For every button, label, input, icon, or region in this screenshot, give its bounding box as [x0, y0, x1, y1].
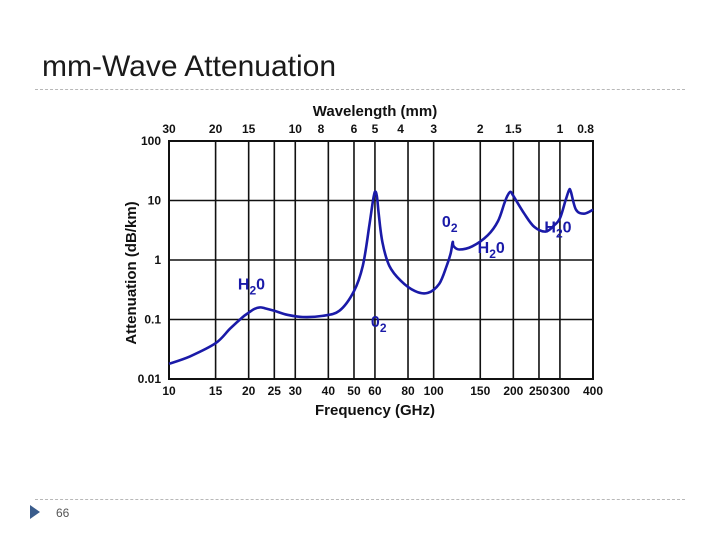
x-tick-label: 20	[242, 384, 256, 398]
x-axis-label: Frequency (GHz)	[315, 402, 435, 419]
grid-lines	[168, 140, 594, 380]
x-tick-label: 200	[503, 384, 523, 398]
y-axis-label: Attenuation (dB/km)	[123, 201, 140, 344]
top-tick-label: 5	[372, 122, 379, 136]
x-tick-label: 30	[289, 384, 303, 398]
top-tick-label: 1.5	[505, 122, 522, 136]
top-tick-label: 8	[318, 122, 325, 136]
annotations: H20 02 02 H20 H20	[238, 214, 572, 335]
bottom-divider	[35, 499, 685, 500]
x-tick-label: 400	[583, 384, 603, 398]
top-tick-label: 4	[397, 122, 404, 136]
top-tick-label: 20	[209, 122, 223, 136]
bullet-arrow-icon	[30, 505, 40, 519]
molecule-annotation: 02	[371, 314, 387, 335]
x-tick-label: 10	[162, 384, 176, 398]
molecule-annotation: H20	[238, 276, 265, 297]
y-tick-label: 0.1	[144, 313, 161, 327]
y-tick-label: 1	[154, 253, 161, 267]
x-tick-label: 300	[550, 384, 570, 398]
x-tick-label: 250	[529, 384, 549, 398]
top-divider	[35, 89, 685, 90]
molecule-annotation: 02	[442, 214, 458, 235]
y-tick-label: 100	[141, 134, 161, 148]
top-tick-label: 2	[477, 122, 484, 136]
slide-title: mm-Wave Attenuation	[42, 50, 337, 83]
x-tick-label: 60	[368, 384, 382, 398]
molecule-annotation: H20	[544, 219, 571, 240]
molecule-annotation: H20	[478, 240, 505, 261]
x-tick-label: 15	[209, 384, 223, 398]
top-tick-label: 1	[557, 122, 564, 136]
attenuation-series-line	[168, 187, 594, 366]
x-tick-label: 80	[401, 384, 415, 398]
top-tick-label: 15	[242, 122, 256, 136]
x-tick-label: 100	[424, 384, 444, 398]
x-tick-label: 25	[268, 384, 282, 398]
top-tick-label: 3	[430, 122, 437, 136]
page-number: 66	[56, 506, 70, 520]
y-tick-label: 0.01	[138, 372, 162, 386]
y-tick-label: 10	[148, 194, 162, 208]
x-tick-label: 150	[470, 384, 490, 398]
plot-frame	[168, 140, 594, 380]
x-tick-label: 50	[347, 384, 361, 398]
top-tick-label: 30	[162, 122, 176, 136]
series-layer	[168, 187, 594, 366]
top-tick-label: 0.8	[577, 122, 594, 136]
x-tick-label: 40	[322, 384, 336, 398]
chart-title: Wavelength (mm)	[313, 103, 437, 120]
top-tick-label: 10	[289, 122, 303, 136]
top-tick-label: 6	[351, 122, 358, 136]
